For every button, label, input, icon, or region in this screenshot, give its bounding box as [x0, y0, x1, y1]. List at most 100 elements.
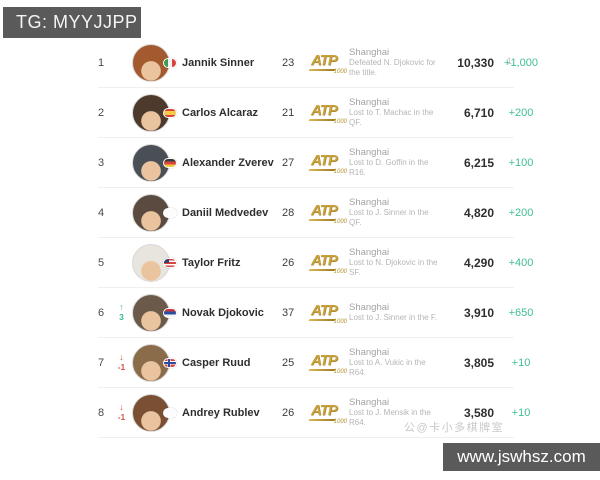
movement-value: 3 — [119, 311, 124, 322]
tournament-cell: Shanghai Defeated N. Djokovic for the ti… — [349, 47, 444, 79]
player-ranking-row[interactable]: 8 -1 Andrey Rublev 26 ATP 1000 Shanghai … — [98, 388, 530, 438]
avatar-cell — [130, 393, 182, 433]
rank-number: 4 — [98, 206, 105, 219]
movement-indicator: -1 — [113, 402, 130, 422]
player-name[interactable]: Alexander Zverev — [182, 156, 274, 169]
tournament-cell: Shanghai Lost to J. Sinner in the QF. — [349, 197, 444, 229]
atp-logo-text: ATP — [311, 351, 338, 369]
atp-logo-swoosh — [308, 168, 336, 171]
atp-logo-1000-label: 1000 — [333, 218, 347, 225]
atp-1000-logo-icon: ATP 1000 — [308, 101, 349, 125]
tournament-result: Lost to J. Mensik in the R64. — [349, 408, 431, 428]
tournament-name: Shanghai — [349, 96, 390, 108]
player-age: 28 — [282, 206, 295, 219]
player-age: 21 — [282, 106, 295, 119]
player-age: 23 — [282, 56, 295, 69]
atp-logo-swoosh — [308, 218, 336, 221]
tournament-result: Defeated N. Djokovic for the title. — [349, 58, 436, 78]
movement-value: -1 — [117, 361, 126, 372]
player-age: 26 — [282, 256, 295, 269]
rank-number: 2 — [98, 106, 105, 119]
atp-1000-logo-icon: ATP 1000 — [308, 201, 349, 225]
atp-logo-1000-label: 1000 — [333, 318, 347, 325]
atp-logo-1000-label: 1000 — [333, 268, 347, 275]
atp-logo-1000-label: 1000 — [333, 168, 347, 175]
tournament-name: Shanghai — [349, 196, 390, 208]
ranking-points: 3,580 — [463, 405, 494, 420]
points-change: +200 — [508, 206, 534, 219]
tournament-result: Lost to J. Sinner in the F. — [349, 313, 438, 323]
atp-logo-text: ATP — [311, 401, 338, 419]
atp-logo-swoosh — [308, 418, 336, 421]
atp-logo-1000-label: 1000 — [333, 418, 347, 425]
tournament-name: Shanghai — [349, 301, 390, 313]
player-name[interactable]: Jannik Sinner — [182, 56, 255, 69]
points-change: +400 — [508, 256, 534, 269]
points-change: +1,000 — [504, 56, 538, 69]
ranking-points: 4,820 — [463, 205, 494, 220]
country-flag-icon — [163, 107, 177, 118]
country-flag-icon — [163, 57, 177, 68]
tournament-result: Lost to J. Sinner in the QF. — [349, 208, 429, 228]
atp-logo-1000-label: 1000 — [333, 68, 347, 75]
player-name[interactable]: Casper Ruud — [182, 356, 251, 369]
tournament-result: Lost to N. Djokovic in the SF. — [349, 258, 438, 278]
movement-value: -1 — [117, 411, 126, 422]
atp-logo-swoosh — [308, 268, 336, 271]
points-change: +100 — [508, 156, 534, 169]
player-age: 37 — [282, 306, 295, 319]
player-ranking-row[interactable]: 1 Jannik Sinner 23 ATP 1000 Shanghai Def… — [98, 38, 538, 88]
country-flag-icon — [163, 157, 177, 168]
photo-watermark: 公@卡小多棋牌室 — [404, 422, 505, 434]
country-flag-icon — [163, 357, 177, 368]
player-ranking-row[interactable]: 5 Taylor Fritz 26 ATP 1000 Shanghai Lost… — [98, 238, 533, 288]
atp-logo-text: ATP — [311, 51, 338, 69]
atp-1000-logo-icon: ATP 1000 — [308, 351, 349, 375]
tournament-cell: Shanghai Lost to D. Goffin in the R16. — [349, 147, 444, 179]
atp-logo-text: ATP — [311, 201, 338, 219]
telegram-tag-label: TG: MYYJJPP — [16, 12, 138, 32]
movement-indicator: -1 — [113, 352, 130, 372]
player-age: 26 — [282, 406, 295, 419]
player-ranking-row[interactable]: 4 Daniil Medvedev 28 ATP 1000 Shanghai L… — [98, 188, 533, 238]
tournament-cell: Shanghai Lost to N. Djokovic in the SF. — [349, 247, 444, 279]
player-ranking-row[interactable]: 6 3 Novak Djokovic 37 ATP 1000 Shanghai … — [98, 288, 533, 338]
ranking-points: 3,910 — [463, 305, 494, 320]
tournament-name: Shanghai — [349, 346, 390, 358]
player-name[interactable]: Carlos Alcaraz — [182, 106, 259, 119]
avatar-cell — [130, 93, 182, 133]
avatar-cell — [130, 43, 182, 83]
avatar-cell — [130, 193, 182, 233]
avatar-cell — [130, 343, 182, 383]
atp-logo-swoosh — [308, 68, 336, 71]
tournament-name: Shanghai — [349, 246, 390, 258]
atp-1000-logo-icon: ATP 1000 — [308, 252, 349, 275]
atp-logo-1000-label: 1000 — [333, 368, 347, 375]
player-age: 25 — [282, 356, 295, 369]
player-name[interactable]: Andrey Rublev — [182, 406, 260, 419]
country-flag-icon — [163, 207, 177, 218]
tournament-name: Shanghai — [349, 46, 390, 58]
atp-logo-swoosh — [308, 368, 336, 371]
atp-1000-logo-icon: ATP 1000 — [308, 401, 349, 425]
country-flag-icon — [163, 257, 177, 268]
rank-number: 6 — [98, 306, 105, 319]
tournament-result: Lost to T. Machac in the QF. — [349, 108, 434, 128]
tournament-cell: Shanghai Lost to A. Vukic in the R64. — [349, 347, 444, 379]
points-change: +200 — [508, 106, 534, 119]
rank-number: 3 — [98, 156, 105, 169]
rank-number: 8 — [98, 406, 105, 419]
player-name[interactable]: Daniil Medvedev — [182, 206, 269, 219]
atp-logo-text: ATP — [311, 101, 338, 119]
player-name[interactable]: Taylor Fritz — [182, 256, 241, 269]
player-ranking-row[interactable]: 2 Carlos Alcaraz 21 ATP 1000 Shanghai Lo… — [98, 88, 533, 138]
player-ranking-row[interactable]: 7 -1 Casper Ruud 25 ATP 1000 Shanghai Lo… — [98, 338, 530, 388]
player-ranking-row[interactable]: 3 Alexander Zverev 27 ATP 1000 Shanghai … — [98, 138, 533, 188]
tournament-name: Shanghai — [349, 396, 390, 408]
ranking-points: 6,215 — [463, 155, 494, 170]
ranking-points: 4,290 — [463, 255, 494, 270]
atp-logo-1000-label: 1000 — [333, 118, 347, 125]
player-name[interactable]: Novak Djokovic — [182, 306, 264, 319]
atp-1000-logo-icon: ATP 1000 — [308, 152, 349, 175]
tournament-result: Lost to A. Vukic in the R64. — [349, 358, 426, 378]
